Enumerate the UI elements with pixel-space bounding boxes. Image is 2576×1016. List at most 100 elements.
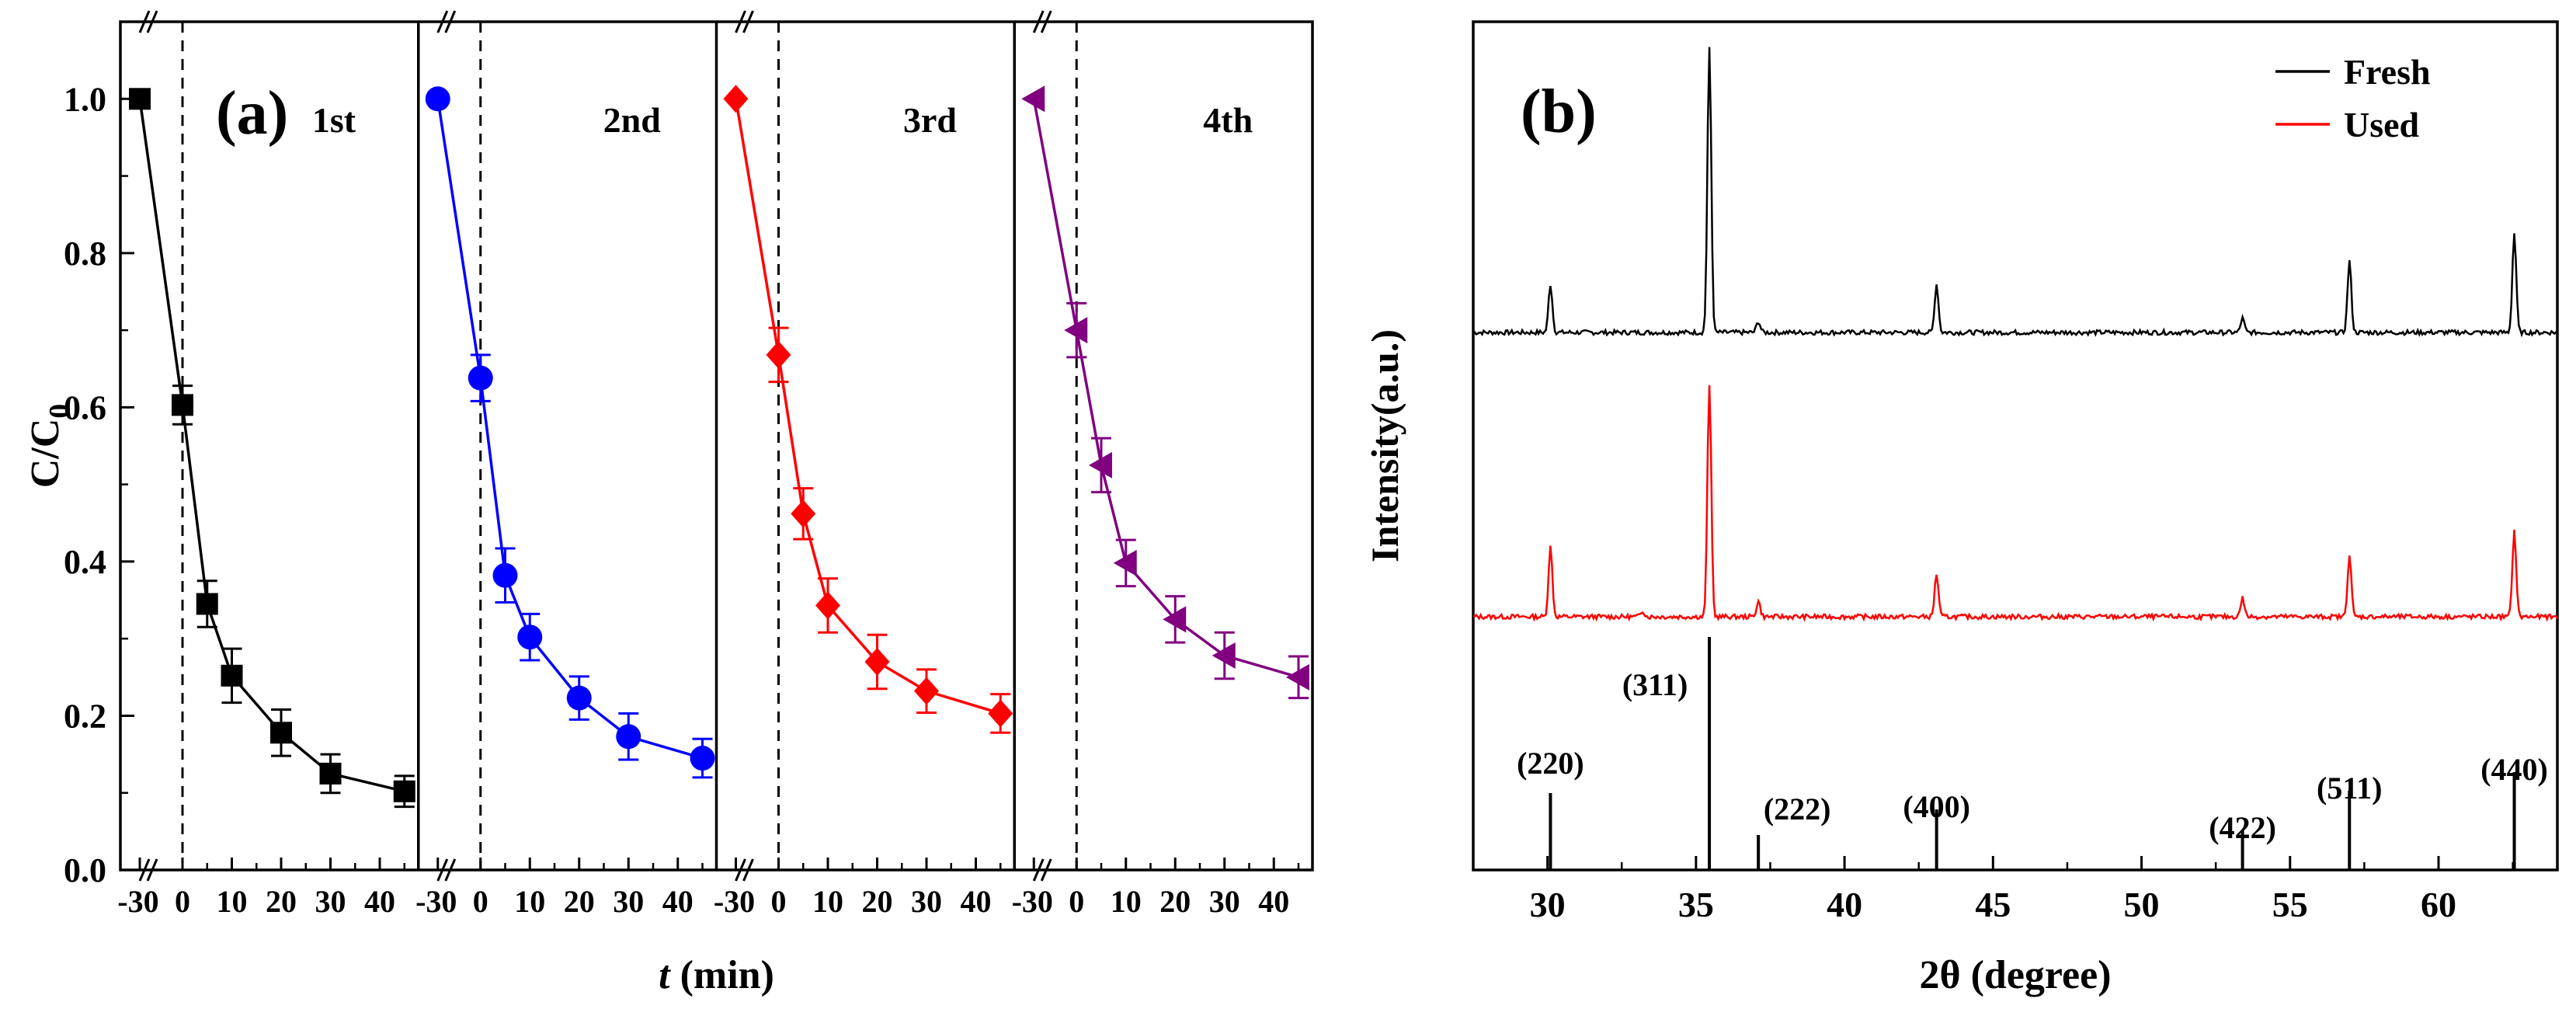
reference-label: (220) xyxy=(1517,746,1584,781)
series-line-1st xyxy=(138,99,405,793)
x-tick-label-a: 20 xyxy=(564,884,595,919)
data-point xyxy=(393,780,415,802)
x-tick-label-a: 20 xyxy=(862,884,893,919)
x-tick-label-a: 0 xyxy=(175,884,190,919)
x-tick-label-a: 0 xyxy=(473,884,488,919)
axis-break-mark xyxy=(742,10,754,33)
x-axis-label-b: 2θ (degree) xyxy=(1919,953,2111,997)
reference-label: (400) xyxy=(1903,789,1970,824)
panel-label-b: (b) xyxy=(1521,78,1597,146)
data-point xyxy=(270,722,292,744)
legend-label: Fresh xyxy=(2344,52,2431,92)
x-tick-label-a: 30 xyxy=(315,884,346,919)
subplot-2nd: -30 0 10 20 30 40 2nd xyxy=(415,10,715,919)
y-tick-label-a: 1.0 xyxy=(64,80,106,118)
data-point xyxy=(468,365,493,391)
axis-break-mark xyxy=(436,10,449,33)
y-tick-label-a: 0.8 xyxy=(64,235,106,273)
axis-break-mark xyxy=(444,10,457,33)
reference-label: (440) xyxy=(2480,752,2548,787)
data-point xyxy=(1212,642,1236,670)
series-line-3rd xyxy=(734,98,1001,715)
axis-break-mark xyxy=(146,858,158,882)
axis-break-mark xyxy=(735,10,746,33)
data-point xyxy=(1163,606,1187,633)
y-tick-label-a: 0.2 xyxy=(64,697,106,735)
panel-a: 0.0 0.2 0.4 0.6 0.8 1.0 C/C0 t (min) (a) -30 0 10 20… xyxy=(23,10,1314,997)
data-point xyxy=(1064,317,1088,344)
data-point xyxy=(988,699,1013,728)
reference-label: (511) xyxy=(2317,771,2382,805)
axis-break-mark xyxy=(1040,10,1052,33)
data-point xyxy=(319,762,342,785)
y-tick-label-a: 0.4 xyxy=(64,543,106,581)
reference-label: (222) xyxy=(1764,792,1831,826)
plot-frame-b xyxy=(1472,20,2559,872)
data-point xyxy=(492,562,518,588)
x-tick-label-a: -30 xyxy=(1012,884,1053,919)
data-point xyxy=(566,685,592,711)
x-tick-label-a: 20 xyxy=(1159,884,1191,919)
x-tick-label-a: 10 xyxy=(812,884,843,919)
series-label: 4th xyxy=(1203,100,1253,140)
axis-break-mark xyxy=(444,858,457,882)
y-axis-label-b: Intensity(a.u.) xyxy=(1363,329,1406,562)
subplot-3rd: -30 0 10 20 30 40 3rd xyxy=(714,10,1013,919)
reference-label: (311) xyxy=(1622,667,1688,702)
subplot-4th: -30 0 10 20 30 40 4th xyxy=(1012,10,1309,919)
series-label: 2nd xyxy=(603,100,662,140)
xrd-curve-fresh xyxy=(1472,47,2558,338)
x-tick-label-a: 20 xyxy=(266,884,297,919)
x-tick-label-b: 45 xyxy=(1975,885,2011,924)
y-tick-label-a: 0.0 xyxy=(64,851,106,889)
data-point xyxy=(517,625,543,650)
x-tick-label-a: 0 xyxy=(771,884,787,919)
data-point xyxy=(914,677,939,705)
x-tick-label-a: -30 xyxy=(415,884,457,919)
data-point xyxy=(791,499,816,528)
data-point xyxy=(723,85,749,113)
panel-b: 30 35 40 45 50 55 60 2θ (degree) Intensity(a.u.)… xyxy=(1363,20,2559,997)
data-point xyxy=(864,647,890,676)
y-axis-label-a: C/C0 xyxy=(23,404,76,489)
data-point xyxy=(221,664,243,687)
x-tick-label-a: 40 xyxy=(364,884,395,919)
reference-label: (422) xyxy=(2209,810,2276,845)
x-tick-label-a: 40 xyxy=(1258,884,1289,919)
x-tick-label-a: 30 xyxy=(911,884,942,919)
series-line-4th xyxy=(1032,98,1299,679)
axis-break-mark xyxy=(1040,858,1052,882)
series-line-2nd xyxy=(436,99,703,760)
data-point xyxy=(690,746,715,771)
panel-label-a: (a) xyxy=(216,79,288,148)
data-point xyxy=(425,86,450,112)
axis-break-mark xyxy=(1032,858,1045,882)
subplot-1st: -30 0 10 20 30 40 1st xyxy=(117,10,415,919)
axis-break-mark xyxy=(138,858,151,882)
x-tick-label-a: -30 xyxy=(117,884,158,919)
data-point xyxy=(815,591,840,620)
data-point xyxy=(766,340,791,369)
series-label: 3rd xyxy=(903,100,957,140)
xrd-curve-used xyxy=(1472,384,2559,622)
x-tick-label-a: 10 xyxy=(1111,884,1142,919)
x-tick-label-a: 30 xyxy=(1209,884,1240,919)
x-tick-label-a: 0 xyxy=(1069,884,1084,919)
x-tick-label-b: 40 xyxy=(1827,885,1862,924)
axis-break-mark xyxy=(436,858,449,882)
data-point xyxy=(1113,549,1137,576)
x-tick-label-b: 30 xyxy=(1530,885,1566,924)
x-tick-label-b: 35 xyxy=(1678,885,1714,924)
x-tick-label-b: 50 xyxy=(2124,885,2160,924)
axis-break-mark xyxy=(735,858,746,882)
data-point xyxy=(172,394,193,416)
x-tick-label-a: 10 xyxy=(514,884,545,919)
data-point xyxy=(129,88,151,110)
x-tick-label-a: 10 xyxy=(217,884,248,919)
legend-label: Used xyxy=(2344,105,2420,144)
data-point xyxy=(196,593,218,615)
data-point xyxy=(1089,451,1112,478)
x-tick-label-b: 55 xyxy=(2272,885,2308,924)
data-point xyxy=(1021,85,1045,113)
